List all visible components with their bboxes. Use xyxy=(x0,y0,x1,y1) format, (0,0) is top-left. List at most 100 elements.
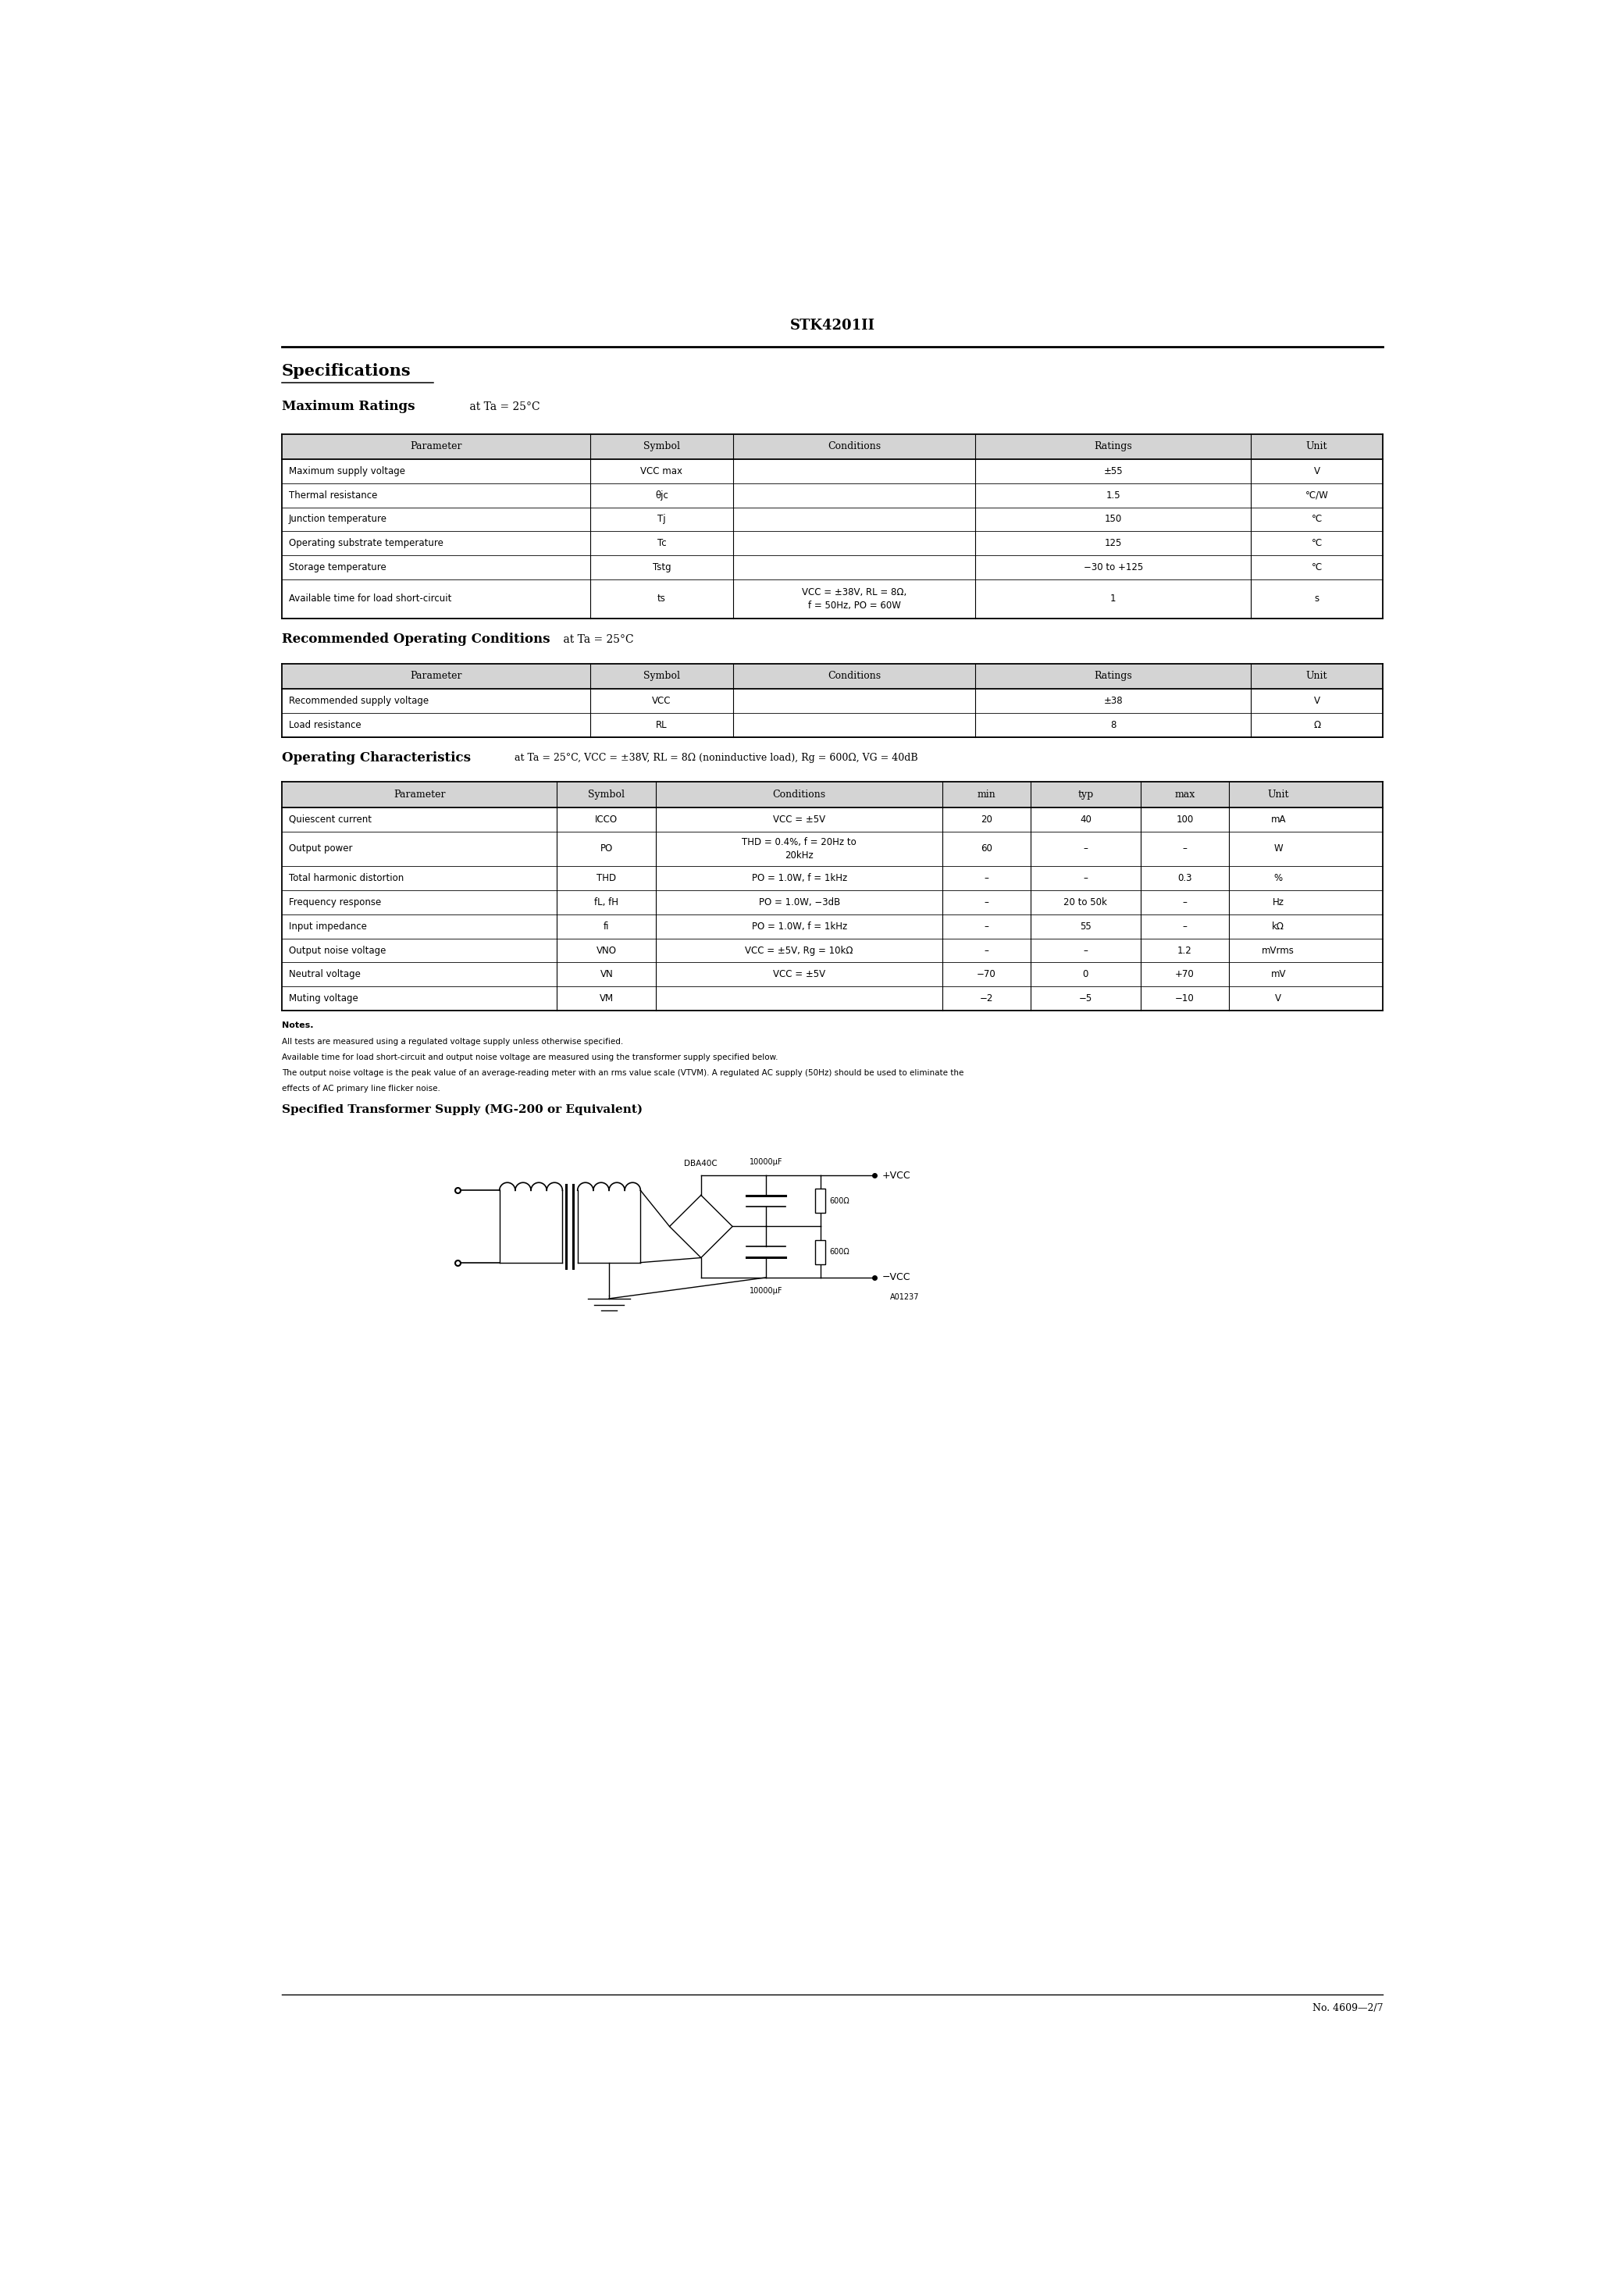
Bar xyxy=(815,1239,825,1264)
Text: Available time for load short-circuit: Available time for load short-circuit xyxy=(289,595,451,604)
Text: at Ta = 25°C: at Ta = 25°C xyxy=(466,401,541,412)
Text: Hz: Hz xyxy=(1273,898,1285,907)
Text: 10000μF: 10000μF xyxy=(749,1157,783,1166)
Text: Ratings: Ratings xyxy=(1095,672,1132,681)
Text: Quiescent current: Quiescent current xyxy=(289,813,372,825)
Text: s: s xyxy=(1314,595,1319,604)
Text: –: – xyxy=(1182,843,1187,854)
Text: 1: 1 xyxy=(1111,595,1116,604)
Text: 0: 0 xyxy=(1083,970,1088,980)
Text: Tstg: Tstg xyxy=(653,563,671,572)
Text: Muting voltage: Muting voltage xyxy=(289,993,359,1005)
Text: Input impedance: Input impedance xyxy=(289,920,367,932)
Text: 150: 150 xyxy=(1104,515,1122,524)
Text: VCC = ±5V: VCC = ±5V xyxy=(773,813,825,825)
Text: –: – xyxy=(1083,872,1088,884)
Text: Output power: Output power xyxy=(289,843,352,854)
Text: Unit: Unit xyxy=(1306,442,1327,451)
Text: RL: RL xyxy=(656,720,667,729)
Text: 60: 60 xyxy=(981,843,992,854)
Text: –: – xyxy=(984,945,989,954)
Text: Output noise voltage: Output noise voltage xyxy=(289,945,387,954)
Text: V: V xyxy=(1275,993,1281,1005)
Text: min: min xyxy=(978,790,996,800)
Text: Parameter: Parameter xyxy=(409,442,461,451)
Text: °C: °C xyxy=(1311,515,1322,524)
Text: Neutral voltage: Neutral voltage xyxy=(289,970,361,980)
Text: –: – xyxy=(984,920,989,932)
Text: PO: PO xyxy=(601,843,612,854)
Text: −30 to +125: −30 to +125 xyxy=(1083,563,1143,572)
Text: Storage temperature: Storage temperature xyxy=(289,563,387,572)
Text: Specifications: Specifications xyxy=(281,362,411,378)
Text: VM: VM xyxy=(599,993,614,1005)
Text: Load resistance: Load resistance xyxy=(289,720,361,729)
Text: –: – xyxy=(1182,920,1187,932)
Bar xyxy=(815,1189,825,1212)
Text: 1.5: 1.5 xyxy=(1106,490,1121,501)
Text: ±55: ±55 xyxy=(1104,467,1122,476)
Text: Parameter: Parameter xyxy=(409,672,461,681)
Text: 125: 125 xyxy=(1104,538,1122,549)
Text: −10: −10 xyxy=(1176,993,1194,1005)
Text: mA: mA xyxy=(1270,813,1286,825)
Text: −70: −70 xyxy=(976,970,996,980)
Text: VCC = ±5V, Rg = 10kΩ: VCC = ±5V, Rg = 10kΩ xyxy=(745,945,853,954)
Text: PO = 1.0W, f = 1kHz: PO = 1.0W, f = 1kHz xyxy=(752,872,848,884)
Text: 600Ω: 600Ω xyxy=(830,1248,849,1255)
Text: fi: fi xyxy=(604,920,609,932)
Text: 20 to 50k: 20 to 50k xyxy=(1064,898,1108,907)
Text: Junction temperature: Junction temperature xyxy=(289,515,387,524)
Text: fL, fH: fL, fH xyxy=(594,898,619,907)
Bar xyxy=(281,781,1384,806)
Text: 40: 40 xyxy=(1080,813,1091,825)
Text: mV: mV xyxy=(1270,970,1286,980)
Text: Tj: Tj xyxy=(658,515,666,524)
Text: Maximum Ratings: Maximum Ratings xyxy=(281,401,414,415)
Text: Conditions: Conditions xyxy=(773,790,827,800)
Text: Total harmonic distortion: Total harmonic distortion xyxy=(289,872,404,884)
Text: 0.3: 0.3 xyxy=(1177,872,1192,884)
Text: 100: 100 xyxy=(1176,813,1194,825)
Text: 8: 8 xyxy=(1111,720,1116,729)
Text: θjc: θjc xyxy=(654,490,667,501)
Text: 10000μF: 10000μF xyxy=(749,1287,783,1294)
Text: –: – xyxy=(984,898,989,907)
Text: °C: °C xyxy=(1311,538,1322,549)
Text: Symbol: Symbol xyxy=(643,672,680,681)
Text: Symbol: Symbol xyxy=(588,790,625,800)
Text: STK4201II: STK4201II xyxy=(789,319,875,333)
Text: All tests are measured using a regulated voltage supply unless otherwise specifi: All tests are measured using a regulated… xyxy=(281,1039,624,1046)
Text: max: max xyxy=(1174,790,1195,800)
Text: Ω: Ω xyxy=(1314,720,1320,729)
Text: 600Ω: 600Ω xyxy=(830,1196,849,1205)
Text: mVrms: mVrms xyxy=(1262,945,1294,954)
Text: effects of AC primary line flicker noise.: effects of AC primary line flicker noise… xyxy=(281,1084,440,1093)
Text: ts: ts xyxy=(658,595,666,604)
Text: %: % xyxy=(1273,872,1283,884)
Text: −5: −5 xyxy=(1078,993,1093,1005)
Text: A01237: A01237 xyxy=(890,1294,919,1301)
Text: Ratings: Ratings xyxy=(1095,442,1132,451)
Text: typ: typ xyxy=(1078,790,1093,800)
Text: Operating Characteristics: Operating Characteristics xyxy=(281,752,471,765)
Text: Tc: Tc xyxy=(658,538,666,549)
Text: Thermal resistance: Thermal resistance xyxy=(289,490,377,501)
Text: Notes.: Notes. xyxy=(281,1021,313,1030)
Text: Available time for load short-circuit and output noise voltage are measured usin: Available time for load short-circuit an… xyxy=(281,1052,778,1062)
Text: +70: +70 xyxy=(1176,970,1194,980)
Text: THD = 0.4%, f = 20Hz to
20kHz: THD = 0.4%, f = 20Hz to 20kHz xyxy=(742,838,856,861)
Text: −VCC: −VCC xyxy=(882,1273,911,1283)
Text: °C: °C xyxy=(1311,563,1322,572)
Text: THD: THD xyxy=(596,872,617,884)
Text: °C/W: °C/W xyxy=(1306,490,1328,501)
Text: 1.2: 1.2 xyxy=(1177,945,1192,954)
Text: VNO: VNO xyxy=(596,945,617,954)
Text: kΩ: kΩ xyxy=(1272,920,1285,932)
Text: Operating substrate temperature: Operating substrate temperature xyxy=(289,538,443,549)
Text: VCC: VCC xyxy=(653,695,671,706)
Text: at Ta = 25°C: at Ta = 25°C xyxy=(560,633,633,645)
Text: –: – xyxy=(1083,843,1088,854)
Text: V: V xyxy=(1314,695,1320,706)
Bar xyxy=(281,433,1384,460)
